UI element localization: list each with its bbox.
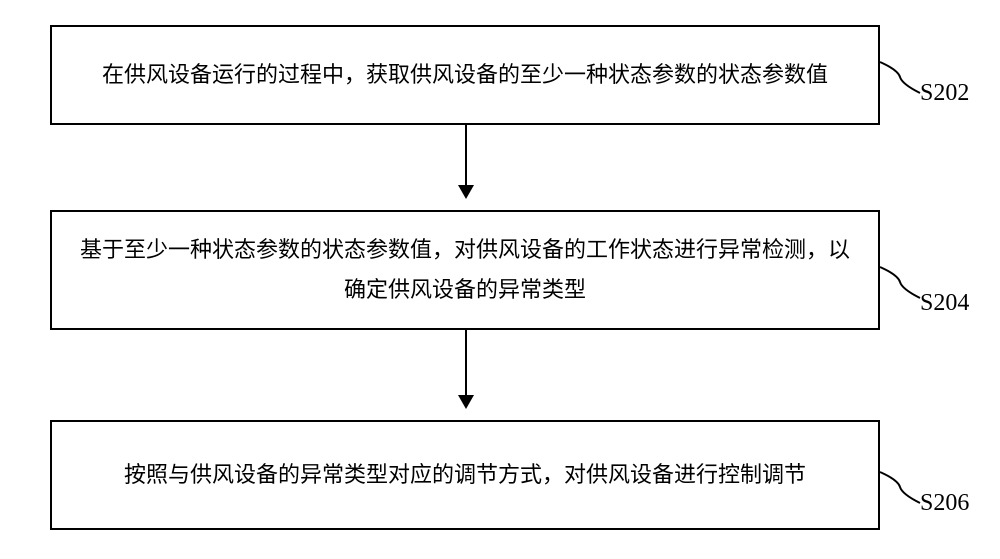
node-s206-label: S206 xyxy=(920,490,969,517)
flowchart-node-s204: 基于至少一种状态参数的状态参数值，对供风设备的工作状态进行异常检测，以确定供风设… xyxy=(50,210,880,330)
arrow-s202-s204 xyxy=(465,125,467,197)
node-s204-text: 基于至少一种状态参数的状态参数值，对供风设备的工作状态进行异常检测，以确定供风设… xyxy=(72,230,858,309)
node-s202-text: 在供风设备运行的过程中，获取供风设备的至少一种状态参数的状态参数值 xyxy=(102,55,828,95)
node-s202-label: S202 xyxy=(920,80,969,107)
node-s206-text: 按照与供风设备的异常类型对应的调节方式，对供风设备进行控制调节 xyxy=(124,455,806,495)
node-s204-label: S204 xyxy=(920,290,969,317)
flowchart-container: 在供风设备运行的过程中，获取供风设备的至少一种状态参数的状态参数值 S202 基… xyxy=(0,0,1000,559)
arrow-s204-s206 xyxy=(465,330,467,407)
flowchart-node-s206: 按照与供风设备的异常类型对应的调节方式，对供风设备进行控制调节 xyxy=(50,420,880,530)
flowchart-node-s202: 在供风设备运行的过程中，获取供风设备的至少一种状态参数的状态参数值 xyxy=(50,25,880,125)
